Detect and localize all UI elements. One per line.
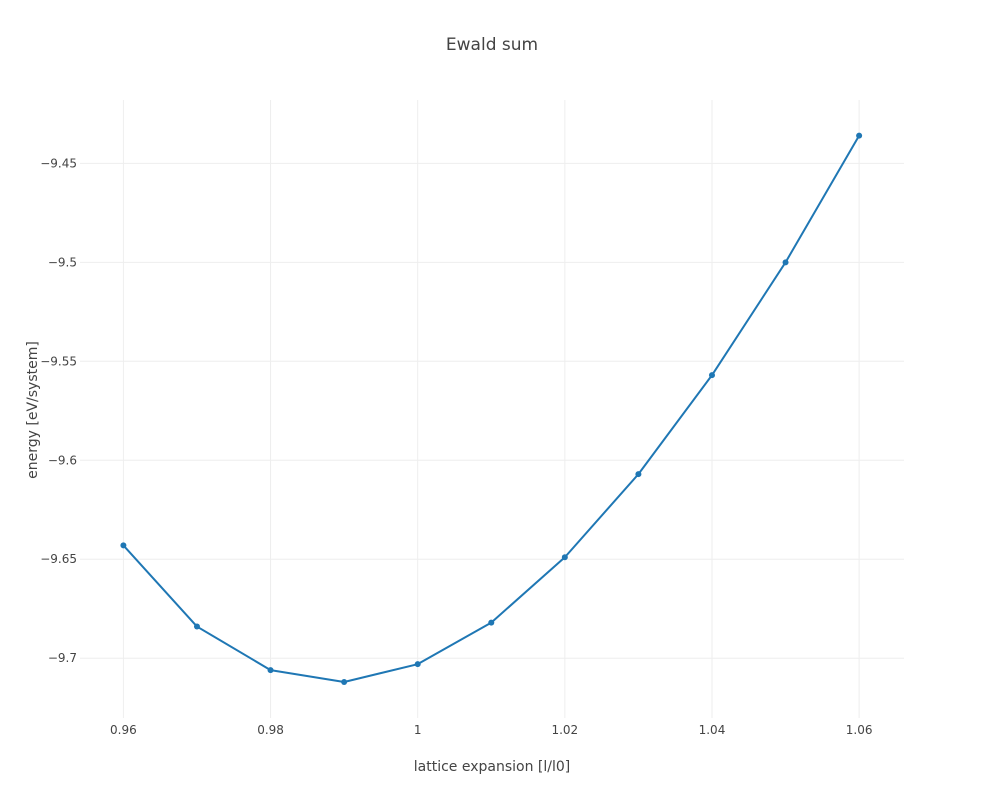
x-axis-ticks: 0.96 0.98 1 1.02 1.04 1.06 [110, 723, 872, 737]
series-layer [120, 132, 863, 685]
x-tick-label: 0.96 [110, 723, 137, 737]
y-tick-label: −9.5 [48, 255, 77, 269]
y-tick-label: −9.55 [40, 354, 77, 368]
y-gridlines [80, 162, 904, 659]
data-point[interactable] [120, 542, 127, 549]
data-point[interactable] [341, 678, 348, 685]
data-point[interactable] [193, 623, 200, 630]
data-point[interactable] [708, 372, 715, 379]
data-point[interactable] [635, 471, 642, 478]
x-tick-label: 1.04 [699, 723, 726, 737]
x-gridlines [122, 100, 860, 718]
series-line [122, 135, 860, 683]
data-point[interactable] [856, 132, 863, 139]
x-axis-title: lattice expansion [l/l0] [414, 759, 571, 775]
x-tick-label: 1.06 [846, 723, 873, 737]
y-axis-title: energy [eV/system] [25, 341, 41, 479]
data-point[interactable] [488, 619, 495, 626]
data-point[interactable] [561, 554, 568, 561]
y-tick-label: −9.45 [40, 156, 77, 170]
y-axis-ticks: −9.45 −9.5 −9.55 −9.6 −9.65 −9.7 [40, 156, 77, 665]
x-tick-label: 0.98 [257, 723, 284, 737]
y-tick-label: −9.65 [40, 552, 77, 566]
chart-title: Ewald sum [446, 35, 538, 55]
x-tick-label: 1.02 [551, 723, 578, 737]
y-tick-label: −9.6 [48, 453, 77, 467]
data-point[interactable] [782, 259, 789, 266]
y-tick-label: −9.7 [48, 651, 77, 665]
data-point[interactable] [267, 667, 274, 674]
x-tick-label: 1 [414, 723, 422, 737]
data-point[interactable] [414, 661, 421, 668]
